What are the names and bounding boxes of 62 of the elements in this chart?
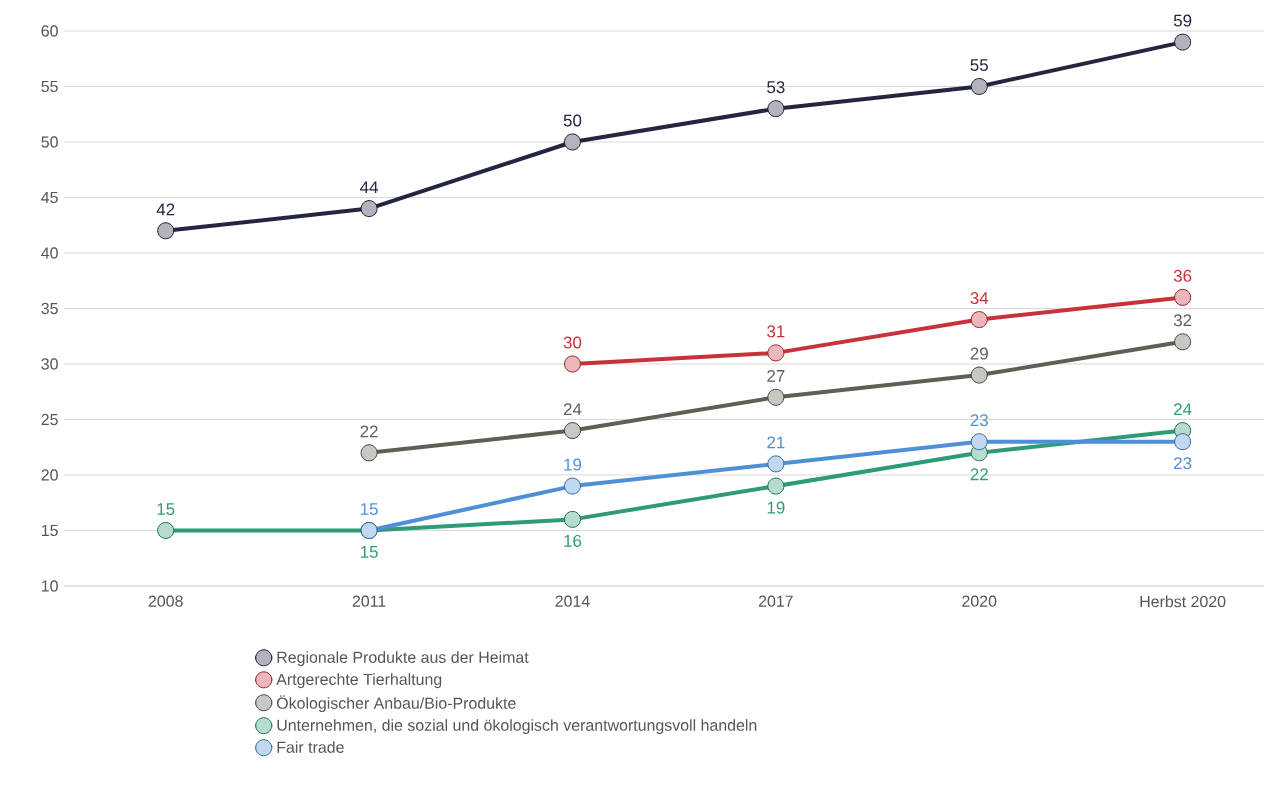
point — [970, 77, 988, 95]
data-label: 23 — [970, 414, 988, 427]
point — [157, 222, 175, 240]
y-tick-label: 40 — [41, 247, 58, 259]
data-label: 36 — [1173, 269, 1192, 282]
point — [563, 133, 581, 151]
data-label: 42 — [156, 203, 175, 216]
data-label: 24 — [1174, 403, 1192, 416]
y-tick-label: 55 — [41, 80, 58, 93]
y-tick-label: 60 — [41, 25, 58, 37]
data-label: 34 — [970, 292, 989, 305]
data-label: 19 — [767, 501, 785, 514]
data-label: 22 — [970, 468, 988, 481]
data-label: 15 — [360, 546, 378, 558]
data-label: 53 — [767, 81, 785, 94]
point — [360, 444, 378, 462]
x-tick-label: 2014 — [555, 595, 590, 607]
point — [563, 510, 581, 528]
legend-label: Unternehmen, die sozial und ökologisch verantwortungsvoll handeln — [277, 719, 757, 735]
y-tick-label: 10 — [41, 580, 58, 592]
data-label: 19 — [564, 458, 582, 471]
y-tick-label: 25 — [41, 413, 58, 426]
data-label: 22 — [360, 425, 378, 438]
point — [360, 200, 378, 218]
data-label: 24 — [563, 403, 582, 416]
data-label: 30 — [563, 336, 582, 349]
point — [1174, 333, 1192, 351]
x-tick-label: 2008 — [148, 595, 183, 607]
point — [767, 100, 785, 118]
data-label: 15 — [157, 503, 175, 515]
point — [157, 521, 175, 539]
data-label: 27 — [767, 369, 785, 382]
y-tick-label: 20 — [41, 469, 58, 481]
data-label: 44 — [360, 181, 379, 194]
data-label: 16 — [564, 534, 582, 547]
data-label: 59 — [1173, 14, 1192, 27]
legend-label: Regionale Produkte aus der Heimat — [277, 651, 529, 667]
legend-label: Fair trade — [277, 741, 344, 753]
y-tick-label: 50 — [41, 136, 58, 148]
x-tick-label: 2017 — [758, 595, 793, 607]
legend-label: Artgerechte Tierhaltung — [276, 673, 442, 689]
point — [767, 388, 785, 406]
y-tick-label: 35 — [41, 302, 58, 315]
y-tick-label: 45 — [41, 191, 58, 204]
y-tick-label: 30 — [41, 358, 58, 370]
point — [970, 366, 988, 384]
legend-label: Ökologischer Anbau/Bio-Produkte — [276, 695, 516, 712]
point — [767, 477, 785, 495]
data-label: 31 — [767, 325, 785, 338]
data-label: 32 — [1173, 314, 1192, 327]
data-label: 29 — [970, 347, 988, 360]
y-tick-label: 15 — [41, 524, 58, 537]
data-label: 15 — [360, 503, 378, 515]
x-tick-label: Herbst 2020 — [1140, 595, 1226, 608]
point — [1174, 33, 1192, 51]
data-label: 21 — [767, 436, 785, 449]
data-label: 55 — [970, 59, 988, 71]
data-label: 50 — [563, 114, 582, 127]
data-label: 23 — [1174, 457, 1192, 470]
x-tick-label: 2020 — [962, 595, 997, 607]
point — [563, 422, 581, 440]
x-tick-label: 2011 — [352, 595, 386, 607]
